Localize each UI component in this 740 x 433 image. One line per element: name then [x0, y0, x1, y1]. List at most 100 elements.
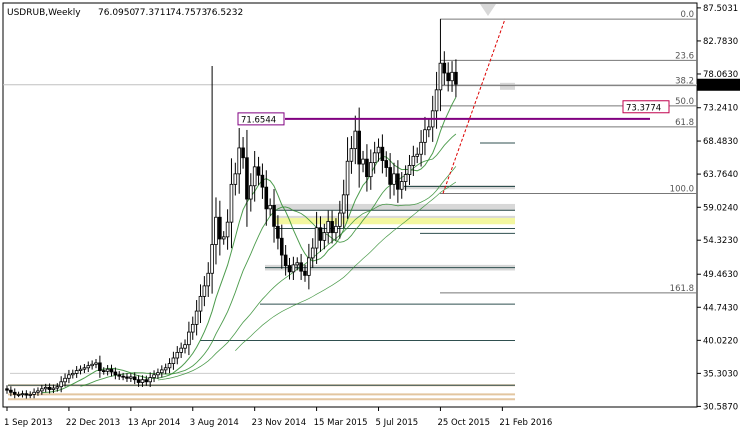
candle-body: [245, 157, 249, 200]
ma-10-line: [41, 97, 457, 394]
candle: [32, 388, 36, 399]
price-marker-label: 73.3774: [626, 103, 661, 113]
candle-body: [194, 310, 199, 325]
candle-body: [136, 379, 141, 383]
candle-body: [24, 393, 29, 396]
candle-body: [98, 362, 102, 371]
candle: [63, 373, 67, 387]
candle: [442, 51, 447, 85]
candle-body: [407, 165, 412, 175]
candle-body: [268, 204, 272, 210]
candle-body: [368, 162, 373, 178]
candle: [419, 130, 423, 167]
candle-body: [121, 375, 125, 378]
candle: [101, 367, 106, 375]
candle-body: [183, 344, 187, 349]
candle: [341, 179, 346, 229]
candle-body: [291, 264, 296, 273]
candle-body: [307, 257, 311, 276]
candle-body: [55, 386, 60, 389]
candle-body: [372, 152, 377, 164]
zone-band: [275, 203, 515, 211]
y-tick-label: 44.7430: [703, 303, 738, 313]
candle: [454, 59, 458, 98]
candle-body: [434, 89, 439, 112]
candle-body: [171, 357, 176, 364]
candle-body: [148, 377, 152, 383]
candle-body: [190, 323, 195, 333]
candle: [310, 238, 315, 268]
candle: [90, 360, 94, 370]
candle: [86, 361, 91, 373]
zone-band: [404, 185, 515, 190]
candle-body: [287, 265, 292, 273]
candle: [256, 156, 261, 186]
candle: [78, 365, 83, 375]
candle-body: [36, 390, 40, 393]
candle: [206, 262, 211, 297]
support-resistance-zones: [3, 82, 697, 401]
candle-body: [86, 365, 91, 369]
candle-body: [229, 183, 234, 223]
candle-body: [279, 237, 284, 256]
candle: [403, 165, 408, 191]
candle: [202, 276, 207, 307]
candle: [392, 162, 396, 196]
candle: [9, 386, 13, 397]
candle: [272, 189, 276, 243]
candle: [249, 173, 253, 212]
candle-body: [117, 374, 122, 377]
candle: [129, 373, 133, 382]
candle: [190, 316, 195, 340]
candle-body: [9, 389, 13, 393]
candle: [36, 387, 40, 396]
candle: [82, 363, 87, 373]
candle-body: [334, 225, 338, 234]
y-tick-label: 87.5031: [703, 4, 738, 14]
candle-body: [361, 158, 365, 165]
candle-body: [179, 347, 183, 353]
candle-body: [63, 377, 67, 383]
candle-body: [187, 331, 191, 346]
candle-body: [237, 147, 242, 175]
candle: [148, 372, 152, 388]
candle-body: [345, 160, 350, 196]
candle: [307, 243, 311, 290]
candle-body: [82, 367, 87, 370]
candle: [210, 66, 214, 294]
candle-body: [218, 216, 222, 240]
candle: [446, 62, 450, 92]
candle-body: [159, 369, 164, 374]
candle: [361, 150, 365, 173]
candle-body: [206, 272, 211, 287]
candle-body: [167, 363, 172, 369]
candle: [357, 107, 361, 188]
candle: [349, 136, 354, 174]
x-tick-label: 1 Sep 2013: [4, 418, 52, 428]
candle-body: [43, 386, 48, 390]
candle-body: [450, 71, 454, 82]
candle: [67, 369, 71, 384]
candle: [94, 359, 98, 369]
candle: [276, 215, 280, 250]
candle-body: [156, 372, 160, 376]
symbol-label: USDRUB,Weekly: [7, 8, 81, 18]
y-tick-label: 73.2410: [703, 104, 738, 114]
candle-body: [403, 174, 408, 182]
candle-body: [113, 371, 118, 376]
candle: [117, 371, 122, 380]
candle-body: [338, 212, 342, 227]
candle: [221, 231, 226, 245]
candle: [140, 375, 145, 387]
candle-body: [214, 216, 218, 245]
y-tick-label: 49.4630: [703, 270, 738, 280]
ohlc-high: 77.3711: [134, 8, 171, 18]
price-axis: 87.5031 82.7830 78.0630 73.2410 68.4830 63.76…: [697, 4, 740, 412]
candle-body: [101, 370, 106, 372]
candle-body: [198, 295, 203, 312]
y-tick-label: 78.0630: [703, 70, 738, 80]
fib-level-label: 50.0: [675, 97, 694, 107]
candle-body: [283, 254, 288, 266]
candle: [43, 383, 48, 393]
